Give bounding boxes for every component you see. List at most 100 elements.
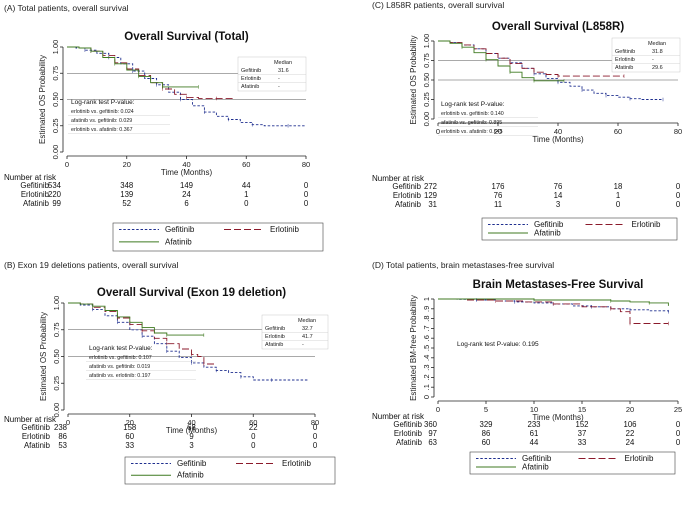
logrank-row: erlotinib vs. afatinib: 0.367 xyxy=(71,127,133,133)
median-name: Gefitinib xyxy=(265,326,285,332)
x-tick-label: 0 xyxy=(436,405,440,414)
y-tick-label: 0.00 xyxy=(52,403,61,418)
x-tick-label: 40 xyxy=(182,160,190,169)
panel-label: (C) L858R patients, overall survival xyxy=(372,0,504,10)
risk-count: 0 xyxy=(313,423,318,432)
median-value: - xyxy=(278,84,280,90)
survival-curve-erlotinib xyxy=(67,46,235,99)
chart-title: Overall Survival (Total) xyxy=(124,31,249,43)
x-tick-label: 20 xyxy=(626,405,634,414)
y-tick-label: 1.00 xyxy=(52,296,61,311)
y-tick-label: 0.50 xyxy=(52,349,61,364)
risk-count: 0 xyxy=(251,441,256,450)
logrank-title: Log-rank test P-value: xyxy=(89,345,153,352)
x-tick-label: 80 xyxy=(311,418,319,427)
median-value: 31.8 xyxy=(652,49,663,55)
risk-count: 0 xyxy=(313,441,318,450)
median-name: Erlotinib xyxy=(241,76,261,82)
x-axis-label: Time (Months) xyxy=(161,168,213,177)
risk-count: 1 xyxy=(244,190,248,199)
y-tick-label: 0.75 xyxy=(52,322,61,337)
logrank-row: erlotinib vs. gefitinib: 0.024 xyxy=(71,109,134,115)
y-tick-label: 0.00 xyxy=(51,145,60,160)
risk-count: 3 xyxy=(556,200,560,209)
x-tick-label: 20 xyxy=(126,418,134,427)
median-header: Median xyxy=(274,60,292,66)
legend-label: Erlotinib xyxy=(270,225,299,234)
risk-count: 61 xyxy=(530,429,539,438)
y-tick-label: .5 xyxy=(422,345,431,351)
x-tick-label: 40 xyxy=(187,418,195,427)
risk-count: 52 xyxy=(122,199,131,208)
risk-count: 44 xyxy=(242,181,251,190)
median-value: 31.6 xyxy=(278,68,289,74)
y-axis-label: Estimated OS Probability xyxy=(39,312,48,401)
risk-count: 6 xyxy=(184,199,188,208)
risk-count: 220 xyxy=(48,190,62,199)
x-tick-label: 15 xyxy=(578,405,586,414)
logrank-row: afatinib vs. gefitinib: 0.019 xyxy=(89,364,150,370)
logrank-title: Log-rank test P-value: xyxy=(71,99,135,106)
survival-curve-gefitinib xyxy=(67,46,306,127)
risk-count: 76 xyxy=(554,182,563,191)
x-tick-label: 20 xyxy=(123,160,131,169)
risk-row-name: Gefitinib xyxy=(21,423,50,432)
x-tick-label: 20 xyxy=(494,127,502,136)
risk-row-name: Gefitinib xyxy=(20,181,49,190)
median-value: 29.6 xyxy=(652,65,663,71)
risk-count: 0 xyxy=(676,420,681,429)
risk-count: 53 xyxy=(58,441,67,450)
legend-label: Gefitinib xyxy=(534,220,564,229)
risk-table-title: Number at risk xyxy=(4,173,57,182)
km-chart-svg: (C) L858R patients, overall survival Over… xyxy=(372,0,682,241)
risk-count: 0 xyxy=(251,432,256,441)
km-panel-d: (D) Total patients, brain metastases-fre… xyxy=(342,256,685,509)
risk-count: 99 xyxy=(52,199,61,208)
risk-row-name: Afatinib xyxy=(23,199,50,208)
km-panel-a: (A) Total patients, overall survival Over… xyxy=(0,0,340,252)
x-tick-label: 0 xyxy=(65,160,69,169)
median-value: 32.7 xyxy=(302,326,313,332)
y-tick-label: .4 xyxy=(422,355,431,361)
median-value: - xyxy=(278,76,280,82)
risk-row-name: Gefitinib xyxy=(392,182,421,191)
risk-count: 272 xyxy=(424,182,437,191)
risk-count: 534 xyxy=(48,181,62,190)
legend-label: Erlotinib xyxy=(632,220,661,229)
risk-count: 139 xyxy=(120,190,133,199)
y-tick-label: .2 xyxy=(422,374,431,380)
risk-count: 0 xyxy=(244,199,249,208)
panel-label: (D) Total patients, brain metastases-fre… xyxy=(372,260,554,270)
risk-count: 238 xyxy=(54,423,67,432)
y-tick-label: .8 xyxy=(422,315,431,321)
risk-count: 86 xyxy=(482,429,491,438)
risk-count: 360 xyxy=(424,420,438,429)
y-tick-label: 0.25 xyxy=(51,118,60,133)
y-tick-label: .7 xyxy=(422,325,431,331)
x-axis-label: Time (Months) xyxy=(532,135,584,144)
chart-title: Overall Survival (Exon 19 deletion) xyxy=(97,287,286,299)
risk-count: 60 xyxy=(482,438,491,447)
median-name: Gefitinib xyxy=(615,49,635,55)
legend-box xyxy=(124,456,336,485)
x-tick-label: 60 xyxy=(614,127,622,136)
panel-label: (A) Total patients, overall survival xyxy=(4,3,129,13)
risk-count: 0 xyxy=(676,200,681,209)
risk-table-title: Number at risk xyxy=(4,415,57,424)
risk-count: 11 xyxy=(494,200,502,209)
y-tick-label: .1 xyxy=(422,384,431,390)
risk-row-name: Erlotinib xyxy=(22,432,51,441)
risk-count: 31 xyxy=(428,200,437,209)
legend-label: Gefitinib xyxy=(165,225,195,234)
risk-count: 0 xyxy=(304,181,309,190)
median-header: Median xyxy=(648,41,666,47)
risk-count: 76 xyxy=(494,191,503,200)
legend-label: Gefitinib xyxy=(522,454,552,463)
median-box xyxy=(261,314,329,350)
y-tick-label: 0.25 xyxy=(422,92,431,107)
risk-count: 68 xyxy=(187,423,196,432)
y-tick-label: 0.00 xyxy=(422,112,431,127)
risk-row-name: Afatinib xyxy=(24,441,51,450)
risk-row-name: Afatinib xyxy=(395,200,422,209)
y-tick-label: 0.50 xyxy=(51,92,60,107)
